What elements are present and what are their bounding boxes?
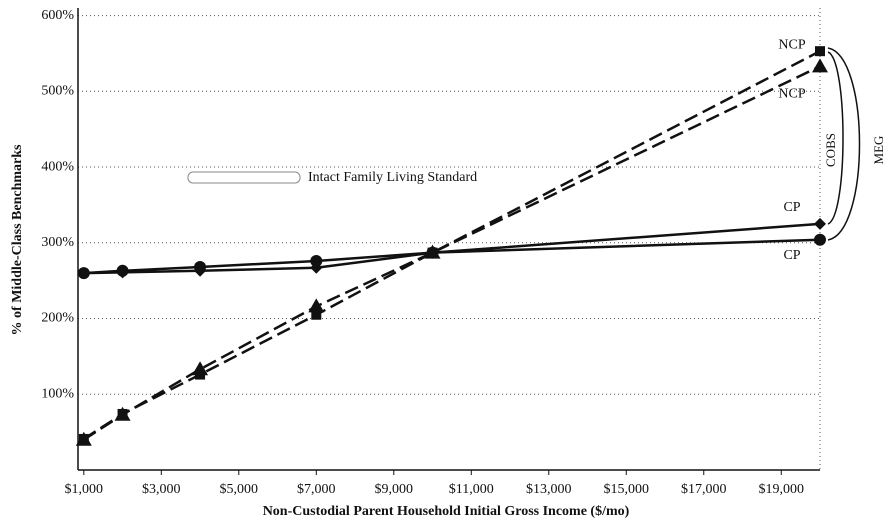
annotation: Intact Family Living Standard [308, 170, 477, 185]
x-tick-label: $1,000 [65, 482, 104, 497]
marker [812, 58, 828, 73]
x-tick-label: $17,000 [681, 482, 727, 497]
marker [192, 361, 209, 376]
marker [77, 267, 90, 280]
marker [116, 264, 129, 277]
x-tick-label: $15,000 [604, 482, 650, 497]
legend-swatch [187, 171, 301, 184]
series-label: NCP [778, 37, 805, 52]
y-tick-label: 300% [41, 235, 74, 250]
series-label: CP [783, 200, 800, 215]
marker [308, 298, 325, 313]
y-tick-label: 400% [41, 159, 74, 174]
y-axis-label: % of Middle-Class Benchmarks [10, 144, 25, 336]
y-tick-label: 200% [41, 311, 74, 326]
series-line [83, 222, 821, 275]
marker [311, 309, 322, 320]
series-label: NCP [778, 87, 805, 102]
series-label: CP [783, 248, 800, 263]
x-tick-label: $9,000 [375, 482, 414, 497]
marker [814, 233, 826, 246]
x-tick-label: $19,000 [759, 482, 805, 497]
bracket [827, 47, 861, 241]
marker [310, 254, 323, 267]
x-tick-label: $3,000 [142, 482, 181, 497]
bracket [827, 51, 844, 225]
annotation: MEG [871, 136, 886, 165]
marker [814, 217, 826, 230]
series-line [83, 65, 821, 441]
y-tick-label: 500% [41, 84, 74, 99]
x-tick-label: $5,000 [220, 482, 259, 497]
marker [75, 431, 92, 446]
annotation: COBS [823, 133, 838, 167]
series-line [83, 50, 821, 440]
marker [114, 406, 131, 421]
x-tick-label: $13,000 [526, 482, 572, 497]
marker [815, 46, 825, 57]
marker [194, 261, 207, 274]
series-line [83, 238, 821, 275]
y-tick-label: 600% [41, 8, 74, 23]
x-tick-label: $7,000 [297, 482, 336, 497]
x-tick-label: $11,000 [449, 482, 494, 497]
marker [426, 246, 439, 259]
y-tick-label: 100% [41, 386, 74, 401]
x-axis-label: Non-Custodial Parent Household Initial G… [263, 504, 630, 519]
